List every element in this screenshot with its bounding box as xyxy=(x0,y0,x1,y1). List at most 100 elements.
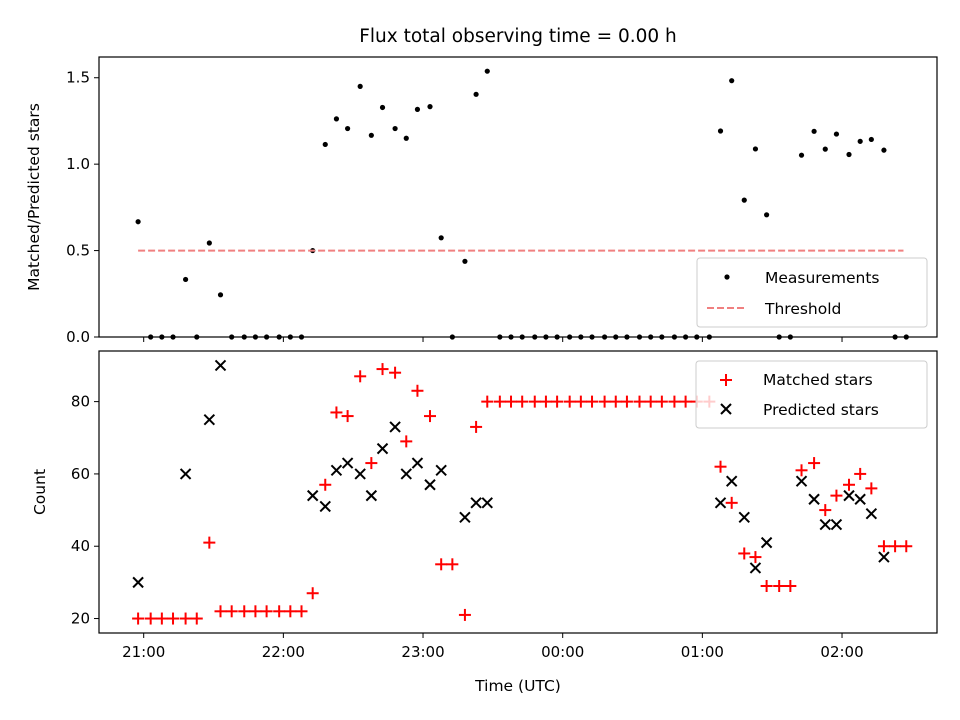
legend-threshold-label: Threshold xyxy=(764,300,841,318)
top-legend: Measurements Threshold xyxy=(696,257,928,328)
matched-stars-point xyxy=(877,540,890,553)
predicted-stars-point xyxy=(865,507,878,520)
measurements-point xyxy=(379,104,386,111)
x-axis-label: Time (UTC) xyxy=(474,677,561,695)
matched-stars-point xyxy=(341,410,354,423)
measurements-point xyxy=(414,106,421,112)
measurements-point xyxy=(368,132,374,138)
measurements-point xyxy=(345,125,351,132)
matched-stars-point xyxy=(551,395,564,408)
x-tick-label: 23:00 xyxy=(401,643,444,661)
predicted-stars-point xyxy=(854,493,866,505)
top-y-tick-label: 1.5 xyxy=(66,69,90,87)
matched-stars-point xyxy=(505,395,518,408)
predicted-stars-point xyxy=(760,536,773,549)
chart-title: Flux total observing time = 0.00 h xyxy=(359,26,677,47)
matched-stars-point xyxy=(446,558,459,571)
matched-stars-point xyxy=(295,605,308,618)
x-tick-label: 02:00 xyxy=(820,643,863,661)
predicted-stars-point xyxy=(725,475,738,487)
predicted-stars-point xyxy=(365,489,378,502)
bottom-y-tick-label: 80 xyxy=(71,393,90,411)
predicted-stars-point xyxy=(435,464,447,477)
measurements-point xyxy=(392,125,398,132)
measurements-point xyxy=(403,135,409,141)
matched-stars-point xyxy=(411,384,424,397)
matched-stars-point xyxy=(563,395,576,408)
matched-stars-point xyxy=(819,504,832,517)
measurements-point xyxy=(811,128,817,134)
predicted-stars-point xyxy=(830,518,843,531)
matched-stars-point xyxy=(854,467,867,480)
matched-stars-point xyxy=(784,580,797,592)
legend-measurements-marker xyxy=(724,274,730,280)
measurements-point xyxy=(846,151,852,158)
measurements-point xyxy=(182,276,189,283)
matched-stars-point xyxy=(620,395,633,408)
matched-stars-point xyxy=(528,395,541,408)
matched-stars-point xyxy=(458,608,471,621)
matched-stars-point xyxy=(389,366,402,379)
matched-stars-point xyxy=(435,558,448,571)
top-y-tick-label: 1.0 xyxy=(66,155,90,173)
matched-stars-point xyxy=(365,457,378,470)
matched-stars-point xyxy=(738,547,751,560)
matched-stars-point xyxy=(400,435,413,448)
matched-stars-point xyxy=(644,395,657,408)
predicted-stars-point xyxy=(738,511,750,524)
measurements-point xyxy=(717,128,724,134)
top-y-tick-label: 0.0 xyxy=(66,328,90,346)
predicted-stars-point xyxy=(132,576,144,589)
matched-stars-point xyxy=(330,406,343,419)
matched-stars-point xyxy=(516,395,529,408)
matched-stars-point xyxy=(214,605,227,618)
bottom-x-ticks: 21:00 22:00 23:00 00:00 01:00 02:00 xyxy=(122,633,864,661)
bottom-y-tick-label: 40 xyxy=(71,537,90,555)
predicted-stars-point xyxy=(843,489,855,502)
x-tick-label: 21:00 xyxy=(122,643,165,661)
matched-stars-point xyxy=(260,605,273,618)
matched-stars-point xyxy=(144,612,157,625)
matched-stars-point xyxy=(190,612,203,625)
measurements-point xyxy=(427,104,433,110)
measurements-point xyxy=(752,146,759,152)
legend-matched-label: Matched stars xyxy=(763,371,873,389)
measurements-point xyxy=(135,219,141,225)
predicted-stars-point xyxy=(306,489,319,502)
predicted-stars-point xyxy=(341,457,354,469)
legend-predicted-marker xyxy=(720,403,732,415)
predicted-stars-point xyxy=(411,457,424,469)
matched-stars-point xyxy=(749,551,762,564)
measurements-point xyxy=(741,197,747,203)
predicted-stars-point xyxy=(400,468,412,480)
measurements-point xyxy=(833,131,840,137)
matched-stars-point xyxy=(725,496,738,509)
matched-stars-point xyxy=(249,605,262,618)
matched-stars-point xyxy=(679,395,692,408)
measurements-point xyxy=(484,68,490,74)
bottom-plot-frame xyxy=(98,350,938,634)
matched-stars-point xyxy=(655,395,668,408)
predicted-stars-point xyxy=(808,493,820,505)
legend-predicted-label: Predicted stars xyxy=(763,401,879,419)
matched-stars-point xyxy=(586,395,599,408)
bottom-legend-box xyxy=(695,360,928,429)
top-panel: 0.0 0.5 1.0 1.5 Matched/Predicted stars Mea… xyxy=(25,56,938,346)
predicted-stars-point xyxy=(424,479,436,491)
matched-stars-point xyxy=(900,540,913,553)
matched-stars-point xyxy=(773,580,786,592)
matched-stars-point xyxy=(889,540,902,553)
matched-stars-point xyxy=(539,395,552,408)
matched-stars-point xyxy=(865,482,878,495)
predicted-stars-point xyxy=(470,497,482,509)
bottom-y-axis-label: Count xyxy=(31,469,49,515)
measurements-point xyxy=(798,152,805,158)
matched-stars-point xyxy=(481,395,494,408)
predicted-stars-point xyxy=(214,359,227,372)
measurements-point xyxy=(462,258,468,264)
measurements-point xyxy=(822,146,828,152)
matched-stars-point xyxy=(155,612,168,625)
predicted-stars-point xyxy=(376,442,389,455)
